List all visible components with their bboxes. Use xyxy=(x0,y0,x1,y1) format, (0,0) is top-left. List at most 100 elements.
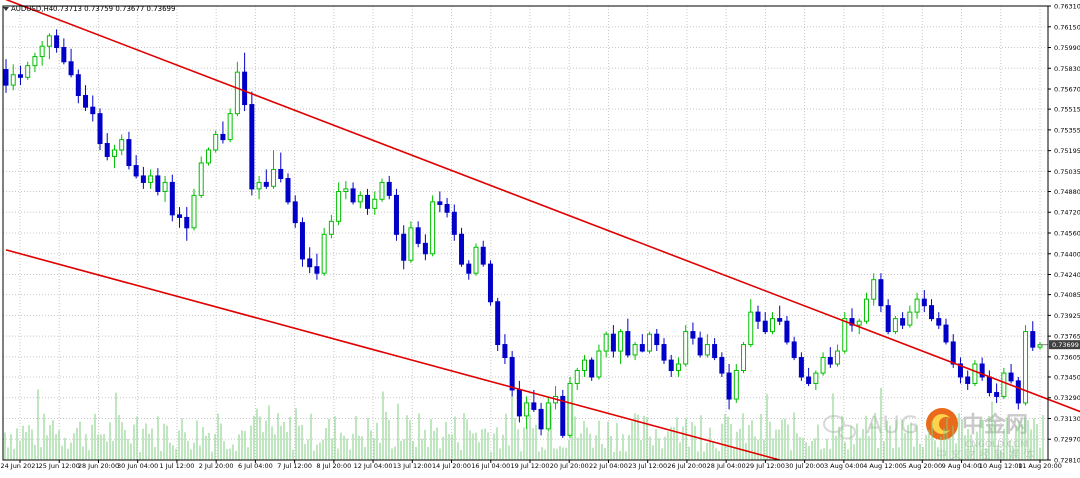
candle xyxy=(17,65,23,86)
candle-body xyxy=(1030,331,1036,348)
symbol-label: AUDUSD,H4 xyxy=(11,5,54,13)
candle xyxy=(39,41,45,66)
candle-body xyxy=(979,363,985,378)
x-tick-label: 30 Jun 04:00 xyxy=(117,462,158,470)
candle-body xyxy=(581,359,587,371)
candle xyxy=(459,227,465,267)
candle-body xyxy=(495,301,501,346)
candle-body xyxy=(169,181,175,216)
symbol-dropdown-icon[interactable] xyxy=(3,7,9,11)
candle xyxy=(473,243,479,276)
candle xyxy=(769,312,775,335)
candle-body xyxy=(712,344,718,359)
candle xyxy=(798,352,804,381)
candle xyxy=(90,95,96,122)
candle-body xyxy=(618,331,624,352)
candle-body xyxy=(929,305,935,320)
candle xyxy=(668,354,674,377)
candle-body xyxy=(430,201,436,255)
candle xyxy=(654,328,660,352)
candle xyxy=(1030,321,1036,352)
y-tick-label: 0.75195 xyxy=(1054,147,1080,155)
candle xyxy=(205,147,211,166)
candle-body xyxy=(437,201,443,205)
candle xyxy=(806,367,812,387)
candle xyxy=(921,290,927,313)
candle-body xyxy=(393,194,399,235)
x-tick-label: 24 Jun 2021 xyxy=(0,462,39,470)
candle-body xyxy=(68,61,74,76)
candle xyxy=(900,312,906,329)
candle-body xyxy=(10,74,16,86)
candle xyxy=(155,168,161,196)
candle-body xyxy=(741,344,747,371)
candle xyxy=(827,347,833,368)
candle xyxy=(177,207,183,228)
candle-body xyxy=(957,363,963,378)
trendline-lower[interactable] xyxy=(5,249,780,461)
candle-body xyxy=(90,106,96,115)
candle xyxy=(133,155,139,179)
y-tick-label: 0.73450 xyxy=(1054,373,1080,381)
candle xyxy=(314,253,320,280)
candle-body xyxy=(950,341,956,365)
x-tick-label: 11 Aug 20:00 xyxy=(1018,462,1062,470)
candle xyxy=(307,247,313,274)
candle-body xyxy=(791,341,797,359)
candle-body xyxy=(856,320,862,326)
x-tick-label: 2 Jul 20:00 xyxy=(199,462,234,470)
candle xyxy=(863,292,869,324)
candle-body xyxy=(538,408,544,430)
candle-body xyxy=(307,258,313,268)
current-price-tag xyxy=(1049,340,1080,350)
candle xyxy=(683,325,689,367)
candle xyxy=(321,227,327,276)
candle-body xyxy=(986,376,992,394)
candle xyxy=(278,152,284,183)
candle xyxy=(719,352,725,377)
candle-body xyxy=(343,188,349,192)
candle-body xyxy=(719,357,725,374)
x-tick-label: 12 Jul 04:00 xyxy=(354,462,393,470)
candle xyxy=(581,354,587,377)
candle-body xyxy=(126,139,132,167)
candle-body xyxy=(885,305,891,333)
candle-body xyxy=(83,95,89,108)
candle-body xyxy=(451,211,457,235)
candle xyxy=(502,334,508,365)
candle-body xyxy=(994,392,1000,397)
trendlines[interactable] xyxy=(5,0,1080,461)
candle xyxy=(1008,364,1014,384)
ohlc-quote: 0.73713 0.73759 0.73677 0.73699 xyxy=(53,5,175,13)
candle xyxy=(227,108,233,143)
y-tick-label: 0.74400 xyxy=(1054,250,1080,258)
y-tick-label: 0.75670 xyxy=(1054,86,1080,94)
candle xyxy=(784,316,790,345)
candle-body xyxy=(140,175,146,183)
x-tick-label: 19 Jul 12:00 xyxy=(511,462,550,470)
candle xyxy=(560,389,566,438)
candle xyxy=(365,188,371,215)
candle-body xyxy=(155,175,161,192)
candle xyxy=(242,52,248,112)
candle xyxy=(46,33,52,60)
candle xyxy=(892,316,898,335)
candle xyxy=(726,364,732,410)
candle-body xyxy=(104,142,110,157)
candle xyxy=(704,334,710,358)
candle xyxy=(256,175,262,200)
candle xyxy=(466,260,472,280)
watermark-domain: CNGOLD.COM xyxy=(965,440,1028,450)
candle-body xyxy=(675,363,681,371)
candle xyxy=(697,331,703,358)
trendline-upper[interactable] xyxy=(5,0,1080,460)
x-tick-label: 5 Aug 20:00 xyxy=(902,462,942,470)
candle xyxy=(791,336,797,361)
y-tick-label: 0.75830 xyxy=(1054,65,1080,73)
candle-body xyxy=(1001,372,1007,397)
candle xyxy=(480,240,486,267)
candle-body xyxy=(654,333,660,346)
candle-body xyxy=(835,350,841,365)
